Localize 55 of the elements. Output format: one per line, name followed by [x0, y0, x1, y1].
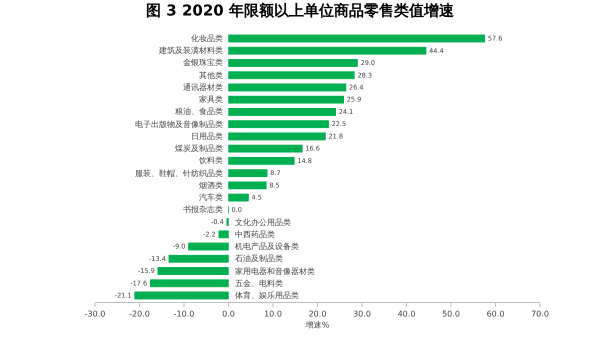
y-tick-label: 金银珠宝类 — [183, 58, 223, 67]
bar — [228, 59, 358, 67]
bar — [228, 169, 268, 178]
y-tick-label: 煤炭及制品类 — [175, 144, 223, 153]
bar — [188, 242, 229, 250]
y-tick-label: 日用品类 — [191, 132, 223, 141]
bar — [228, 156, 295, 165]
bar — [228, 84, 346, 92]
x-tick-label: -30.0 — [84, 310, 106, 319]
bar — [157, 267, 229, 275]
y-tick-label: 书报杂志类 — [183, 205, 223, 214]
bar — [228, 96, 344, 104]
y-tick-label: 五金、电料类 — [235, 279, 283, 288]
bar — [228, 120, 329, 128]
chart-title: 图 3 2020 年限额以上单位商品零售类值增速 — [146, 2, 455, 20]
x-tick-label: 60.0 — [486, 310, 504, 319]
y-tick-label: 粮油、食品类 — [175, 107, 223, 116]
x-tick-label: 30.0 — [353, 310, 371, 319]
y-tick-label: 电子出版物及音像制品类 — [135, 120, 223, 129]
y-tick-label: 家用电器和音像器材类 — [235, 267, 315, 276]
x-tick-label: -10.0 — [174, 310, 194, 319]
y-tick-label: 饮料类 — [198, 156, 223, 165]
x-tick-label: 40.0 — [398, 310, 416, 319]
y-tick-label: 通讯器材类 — [183, 83, 223, 92]
y-tick-label: 家具类 — [199, 95, 223, 104]
y-tick-label: 体育、娱乐用品类 — [235, 291, 299, 300]
x-tick-label: 20.0 — [308, 310, 326, 319]
y-tick-label: 文化办公用品类 — [235, 218, 291, 227]
y-tick-label: 其他类 — [199, 71, 223, 80]
x-tick-label: 10.0 — [264, 310, 282, 319]
bar — [228, 71, 355, 80]
bar — [228, 108, 336, 116]
bar — [228, 46, 426, 55]
bar — [150, 279, 229, 288]
y-tick-label: 机电产品及设备类 — [235, 242, 299, 251]
x-tick-label: 50.0 — [442, 310, 460, 319]
bar — [218, 230, 229, 238]
bar — [228, 144, 303, 153]
y-tick-label: 石油及制品类 — [235, 254, 283, 263]
x-tick-label: 0.0 — [222, 310, 235, 319]
y-tick-label: 中西药品类 — [235, 230, 275, 239]
y-tick-label: 服装、鞋帽、针纺织品类 — [135, 169, 223, 178]
x-tick-label: -20.0 — [129, 310, 150, 319]
bar — [168, 254, 229, 263]
x-tick-label: 70.0 — [531, 310, 549, 319]
bar — [134, 292, 229, 300]
y-tick-label: 建筑及装潢材料类 — [158, 46, 223, 55]
y-tick-label: 汽车类 — [199, 193, 223, 202]
bar — [228, 194, 249, 202]
bar — [228, 34, 486, 42]
bar — [228, 132, 326, 140]
bar — [228, 181, 267, 190]
y-tick-label: 烟酒类 — [199, 181, 223, 190]
y-tick-label: 化妆品类 — [191, 34, 223, 43]
x-axis-title: 增速% — [304, 320, 330, 330]
